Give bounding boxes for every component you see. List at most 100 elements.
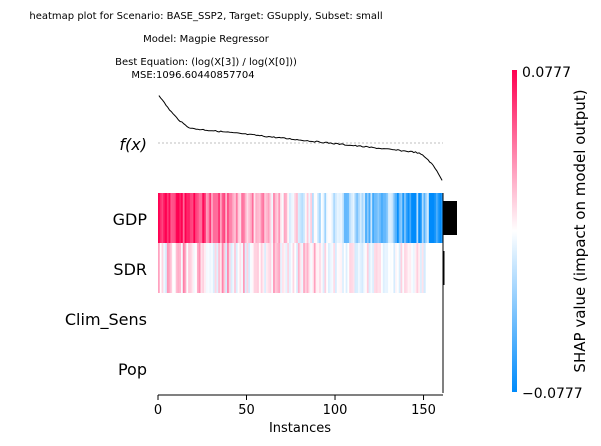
heatmap-cell	[181, 243, 184, 293]
heatmap-cell	[405, 243, 408, 293]
colorbar-min-label: −0.0777	[522, 386, 583, 402]
heatmap-cell	[195, 193, 198, 243]
heatmap-cell	[434, 193, 437, 243]
heatmap-cell	[340, 243, 343, 293]
heatmap-cell	[398, 193, 401, 243]
heatmap-cell	[402, 243, 405, 293]
heatmap-cell	[257, 243, 260, 293]
heatmap-cell	[375, 243, 378, 293]
heatmap-cell	[200, 193, 203, 243]
heatmap-cell	[262, 243, 265, 293]
heatmap-cell	[288, 193, 292, 243]
heatmap-cell	[384, 243, 387, 293]
feature-label-pop: Pop	[118, 360, 147, 379]
heatmap-cell	[354, 193, 357, 243]
heatmap-cell	[331, 243, 334, 293]
heatmap-cell	[421, 243, 424, 293]
heatmap-cell	[159, 193, 162, 243]
heatmap-cell	[319, 243, 322, 293]
heatmap-cell	[297, 243, 301, 293]
heatmap-cell	[395, 243, 398, 293]
heatmap-cell	[411, 193, 414, 243]
heatmap-cell	[276, 243, 279, 293]
heatmap-cell	[361, 243, 364, 293]
heatmap-cell	[336, 243, 339, 293]
heatmap-cell	[333, 243, 336, 293]
heatmap-cell	[250, 193, 253, 243]
heatmap-cell	[191, 243, 194, 293]
heatmap-cell	[189, 193, 193, 243]
heatmap-cells	[158, 193, 444, 293]
heatmap-cell	[379, 193, 382, 243]
heatmap-cell	[358, 193, 361, 243]
heatmap-cell	[361, 193, 364, 243]
heatmap-cell	[170, 193, 173, 243]
heatmap-cell	[301, 193, 304, 243]
heatmap-cell	[188, 243, 191, 293]
heatmap-cell	[214, 243, 217, 293]
heatmap-cell	[359, 243, 362, 293]
heatmap-cell	[200, 243, 203, 293]
heatmap-cell	[296, 193, 299, 243]
heatmap-cell	[246, 193, 249, 243]
x-axis-label: Instances	[269, 421, 331, 436]
heatmap-cell	[234, 243, 237, 293]
heatmap-cell	[287, 243, 290, 293]
heatmap-cell	[437, 193, 440, 243]
colorbar	[512, 70, 517, 392]
heatmap-cell	[253, 243, 256, 293]
title-line-1: heatmap plot for Scenario: BASE_SSP2, Ta…	[29, 11, 382, 22]
heatmap-cell	[173, 243, 177, 293]
heatmap-cell	[327, 193, 331, 243]
heatmap-cell	[327, 243, 331, 293]
heatmap-cell	[303, 193, 306, 243]
heatmap-cell	[221, 193, 224, 243]
heatmap-cell	[232, 193, 235, 243]
heatmap-cell	[267, 243, 270, 293]
heatmap-cell	[290, 193, 293, 243]
heatmap-cell	[230, 193, 233, 243]
heatmap-cell	[312, 243, 315, 293]
heatmap-cell	[161, 193, 164, 243]
heatmap-cell	[375, 193, 378, 243]
importance-bar-sdr	[443, 251, 445, 285]
heatmap-cell	[216, 193, 219, 243]
heatmap-cell	[221, 243, 224, 293]
heatmap-cell	[198, 243, 201, 293]
heatmap-cell	[331, 193, 334, 243]
heatmap-cell	[227, 243, 230, 293]
heatmap-cell	[388, 243, 391, 293]
heatmap-cell	[359, 193, 362, 243]
heatmap-cell	[414, 243, 417, 293]
heatmap-cell	[372, 243, 375, 293]
heatmap-cell	[405, 193, 408, 243]
heatmap-cell	[212, 193, 216, 243]
heatmap-cell	[223, 243, 226, 293]
heatmap-cell	[227, 193, 230, 243]
x-axis-ticks: 0 50 100 150	[154, 395, 436, 418]
heatmap-cell	[195, 243, 198, 293]
heatmap-cell	[368, 193, 371, 243]
heatmap-cell	[285, 193, 288, 243]
heatmap-cell	[315, 243, 318, 293]
heatmap-cell	[336, 193, 339, 243]
heatmap-cell	[223, 193, 226, 243]
heatmap-cell	[398, 243, 401, 293]
heatmap-cell	[329, 193, 332, 243]
heatmap-cell	[382, 243, 385, 293]
heatmap-cell	[274, 193, 277, 243]
heatmap-cell	[412, 243, 416, 293]
heatmap-cell	[184, 243, 187, 293]
heatmap-cell	[303, 243, 306, 293]
heatmap-cell	[292, 193, 295, 243]
heatmap-cell	[393, 193, 396, 243]
heatmap-cell	[407, 243, 410, 293]
heatmap-cell	[299, 243, 302, 293]
heatmap-cell	[181, 193, 184, 243]
heatmap-cell	[242, 243, 246, 293]
heatmap-cell	[267, 193, 270, 243]
heatmap-cell	[386, 193, 389, 243]
heatmap-cell	[228, 193, 231, 243]
heatmap-cell	[370, 193, 373, 243]
heatmap-cell	[198, 193, 201, 243]
